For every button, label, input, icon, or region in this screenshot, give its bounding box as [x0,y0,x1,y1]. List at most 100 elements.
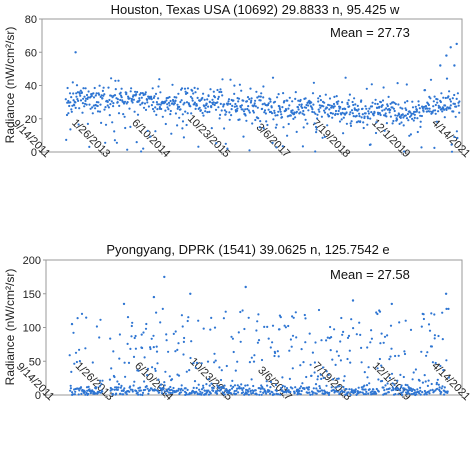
chart2-data-point [361,391,364,394]
chart2-data-point [309,393,312,396]
chart1-data-point [103,93,106,96]
chart2-data-point [189,356,192,360]
chart1-data-point [371,101,374,104]
chart2-data-point [188,369,191,372]
chart1-data-point [222,105,225,108]
chart2-data-point [354,390,357,393]
chart1-data-point [404,107,407,110]
chart1-data-point [102,94,105,97]
chart2-data-point [248,361,251,364]
chart1-data-point [448,90,451,93]
chart1-data-point [391,106,394,109]
chart2-data-point [307,386,311,389]
chart1-data-point [262,96,265,99]
chart2-data-point [250,356,253,359]
chart1-data-point [340,118,343,121]
chart2-data-point [123,387,126,390]
chart1-data-point [356,104,359,107]
chart2-data-point [185,393,188,396]
chart2-data-point [207,378,210,381]
chart1-data-point [265,120,268,123]
chart1-data-point [301,145,304,148]
chart1-data-point [439,64,442,67]
chart1-data-point [73,104,76,107]
chart1-data-point [317,97,320,100]
chart1-data-point [370,105,374,108]
chart1-data-point [211,98,214,101]
chart2-data-point [122,302,126,306]
chart1-data-point [138,99,141,102]
chart1-data-point [363,115,366,118]
chart1-data-point [246,96,250,99]
chart1-data-point [211,103,214,106]
chart2-data-point [327,393,331,396]
chart1-data-point [86,122,89,125]
chart1-data-point [123,115,126,118]
chart2-data-point [162,387,165,390]
chart1-data-point [317,108,320,111]
chart2-data-point [433,337,436,340]
chart1-data-point [420,146,423,149]
chart1-data-point [392,107,395,110]
chart1-data-point [358,112,361,115]
chart2-data-point [156,362,159,365]
chart1-data-point [454,115,457,118]
chart2-data-point [238,387,241,390]
chart1-data-point [191,89,194,92]
chart2-data-point [134,334,137,338]
chart1-data-point [191,99,194,102]
chart1-data-point [449,107,452,110]
chart2-data-point [266,325,269,328]
chart2-data-point [177,374,181,377]
chart2-data-point [234,369,237,372]
chart1-data-point [318,104,321,107]
chart1-data-point [240,104,243,107]
chart1-data-point [92,92,95,95]
chart1-data-point [233,84,236,87]
chart2-data-point [149,346,152,349]
chart2-data-point [232,385,235,388]
chart1-data-point [439,100,442,104]
chart2-data-point [80,312,84,315]
chart2-data-point [111,392,114,396]
chart2-data-point [329,349,332,352]
chart1-data-point [255,90,258,93]
chart1-data-point [403,101,407,104]
chart1-data-point [167,108,170,111]
chart1-data-point [101,89,104,92]
chart1-data-point [140,96,143,99]
chart2-data-point [225,364,228,368]
chart1-data-point [167,101,171,104]
chart2-data-point [273,354,276,358]
chart1-data-point [159,103,162,106]
chart2-data-point [358,321,361,324]
chart2-x-tick-label: 4/14/2021 [429,360,472,403]
chart1-data-point [299,98,302,102]
chart1-data-point [435,120,438,123]
chart2-data-point [426,384,429,387]
chart2-data-point [163,390,166,393]
chart1-data-point [223,109,226,112]
chart2-data-point [392,387,395,390]
chart2-data-point [300,348,303,351]
chart2-data-point [129,347,132,350]
chart1-data-point [396,82,399,85]
chart2-data-point [293,391,296,394]
chart1-data-point [335,95,338,98]
chart2-data-point [126,342,129,345]
chart1-data-point [144,108,148,111]
chart1-data-point [273,100,277,103]
chart2-data-point [196,393,199,396]
chart1-data-point [109,103,112,106]
chart1-data-point [399,116,402,119]
chart1-data-point [199,109,202,112]
chart1-data-point [233,92,236,95]
chart2-data-point [165,339,168,342]
chart1-data-point [76,98,79,101]
chart2-data-point [86,389,89,392]
chart1-data-point [254,118,257,122]
chart2-data-point [330,336,333,339]
chart2-data-point [288,377,291,380]
chart1-data-point [262,127,265,130]
chart1-data-point [218,90,221,94]
